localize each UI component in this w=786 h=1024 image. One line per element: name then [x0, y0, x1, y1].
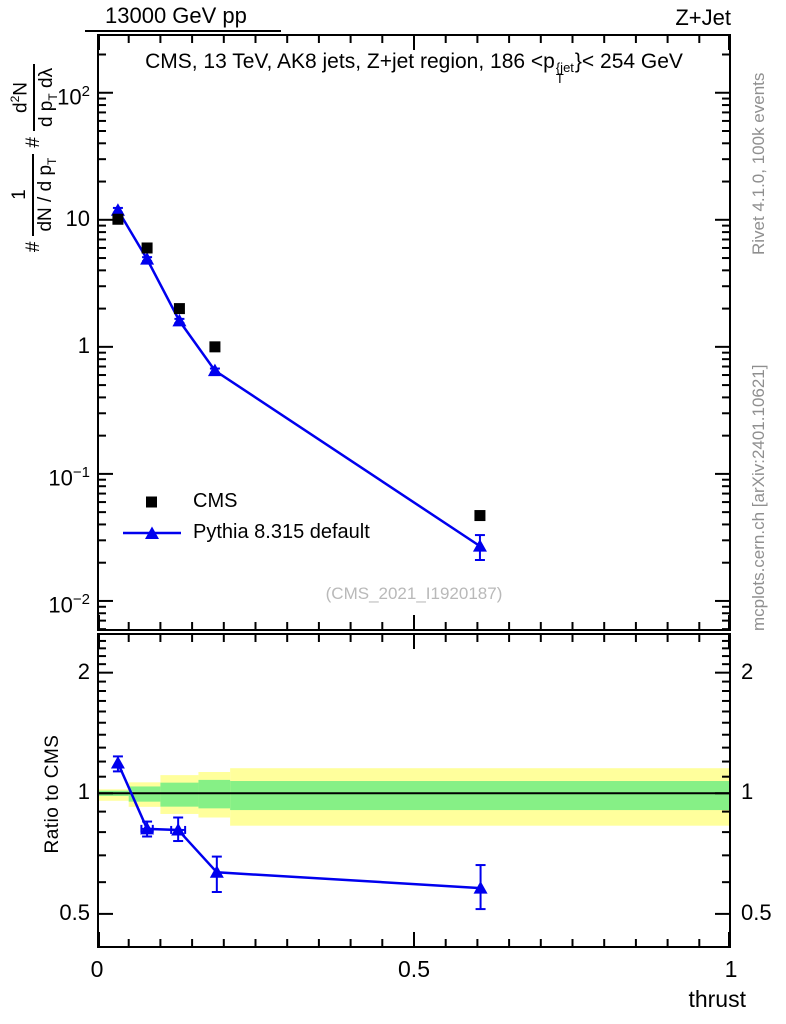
pythia-triangle-line-marker-icon	[123, 525, 181, 541]
pythia-data-point	[140, 252, 155, 265]
main-y-tick-label: 10−1	[48, 463, 90, 491]
pythia-data-point	[472, 539, 487, 552]
cms-data-point	[474, 510, 486, 522]
ratio-data-point	[171, 822, 186, 836]
plot-title: CMS, 13 TeV, AK8 jets, Z+jet region, 186…	[145, 50, 683, 86]
main-y-axis-label: #1 dN / d pT # d2N d pT dλ	[8, 32, 60, 282]
cms-data-point	[173, 303, 185, 315]
cms-data-point	[209, 341, 221, 353]
ylabel-fraction-1: 1 dN / d pT	[9, 153, 59, 236]
pythia-data-point	[110, 203, 125, 216]
main-y-tick-label: 10	[65, 205, 90, 231]
ratio-y-axis-label: Ratio to CMS	[42, 734, 63, 854]
main-y-tick-label: 1	[77, 332, 90, 358]
ratio-plot-panel	[97, 633, 731, 948]
legend: CMS Pythia 8.315 default	[123, 486, 370, 548]
cms-data-point	[112, 213, 124, 225]
ratio-y-tick-label-right: 2	[741, 658, 754, 684]
main-plot-panel: CMS, 13 TeV, AK8 jets, Z+jet region, 186…	[97, 34, 731, 631]
ratio-y-tick-label-left: 2	[77, 658, 90, 684]
ratio-y-tick-label-right: 0.5	[741, 899, 772, 925]
panel-frame	[97, 34, 731, 631]
uncertainty-band-inner	[230, 781, 731, 811]
cms-square-marker-icon	[123, 494, 181, 510]
main-y-tick-label: 102	[57, 82, 90, 110]
pythia-data-point	[207, 363, 222, 377]
header-beam-info: 13000 GeV pp	[85, 3, 281, 32]
ratio-plot-canvas	[97, 633, 731, 948]
mcplots-arxiv-note: mcplots.cern.ch [arXiv:2401.10621]	[749, 364, 768, 631]
ratio-y-tick-label-left: 1	[77, 779, 90, 805]
ratio-y-tick-label-left: 0.5	[59, 899, 90, 925]
legend-item-pythia: Pythia 8.315 default	[123, 517, 370, 548]
ylabel-hash-1: #	[23, 241, 45, 253]
ylabel-hash-2: #	[23, 137, 45, 148]
panel-frame	[97, 633, 731, 948]
ratio-data-point	[473, 881, 488, 894]
triangle-legend-glyph	[123, 526, 181, 539]
x-tick-label: 0.5	[398, 956, 430, 982]
x-tick-label: 1	[724, 956, 738, 982]
x-tick-label: 0	[90, 956, 104, 982]
uncertainty-band-inner	[160, 782, 199, 807]
square-legend-glyph	[146, 496, 157, 507]
ratio-y-tick-label-right: 1	[741, 779, 754, 805]
pythia-data-point	[172, 313, 187, 327]
main-plot-canvas	[97, 34, 731, 631]
cms-data-point	[141, 242, 153, 254]
ylabel-fraction-2: d2N d pT dλ	[8, 63, 60, 132]
legend-item-cms: CMS	[123, 486, 370, 517]
x-axis-label: thrust	[688, 986, 746, 1012]
rivet-version-note: Rivet 4.1.0, 100k events	[749, 72, 768, 255]
header-process-label: Z+Jet	[675, 5, 731, 30]
main-y-tick-label: 10−2	[48, 590, 90, 618]
ratio-data-point	[110, 756, 125, 769]
ratio-data-point	[140, 821, 155, 835]
pt-sup-sub: {jet T	[555, 60, 574, 86]
ratio-data-point	[209, 865, 224, 878]
analysis-watermark: (CMS_2021_I1920187)	[325, 584, 503, 603]
